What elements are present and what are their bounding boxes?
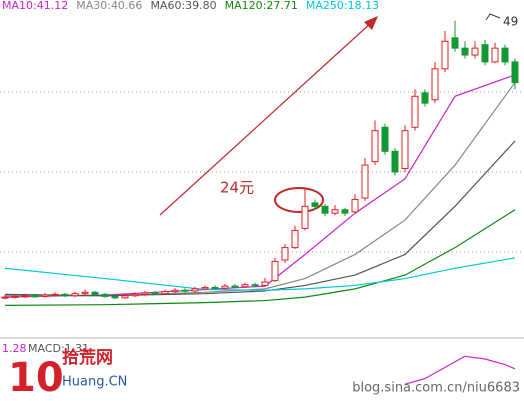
candle-body: [421, 92, 429, 104]
candle-body: [511, 61, 519, 84]
candle-body: [361, 164, 369, 199]
legend-entry: MA30:40.66: [76, 0, 142, 12]
candle-body: [271, 260, 279, 282]
candle-body: [251, 284, 259, 287]
candle-body: [161, 291, 169, 295]
candle-body: [41, 294, 49, 297]
candle-body: [1, 296, 9, 299]
ma-line: [4, 74, 516, 298]
candle-body: [21, 295, 29, 298]
macd-label: MACD:1.31: [28, 342, 89, 355]
candle-body: [471, 47, 479, 56]
candle-body: [121, 295, 129, 299]
candle-body: [411, 95, 419, 128]
candle-body: [291, 229, 299, 249]
candle-body: [211, 286, 219, 289]
candle-body: [451, 37, 459, 49]
candle-body: [351, 198, 359, 213]
candle-body: [231, 285, 239, 288]
candle-body: [501, 47, 509, 63]
site-name: 拾荒网: [62, 347, 113, 368]
candle-body: [201, 286, 209, 290]
candle-body: [171, 289, 179, 293]
candle-body: [371, 130, 379, 163]
macd-line: [404, 355, 516, 385]
candle-body: [181, 289, 189, 292]
candle-body: [441, 40, 449, 70]
candle-body: [401, 130, 409, 169]
candle-body: [101, 293, 109, 297]
trend-arrow: [159, 21, 373, 216]
candle-body: [51, 293, 59, 296]
annotation: 24元: [220, 179, 254, 197]
candle-body: [71, 293, 79, 297]
candle-body: [381, 126, 389, 152]
candle-body: [241, 284, 249, 288]
candle-body: [221, 285, 229, 289]
candle-body: [91, 291, 99, 295]
candle-body: [111, 295, 119, 299]
candle-body: [261, 281, 269, 286]
ma-line: [4, 209, 516, 306]
candle-body: [11, 295, 19, 298]
candle-body: [131, 293, 139, 297]
candle-body: [491, 47, 499, 63]
candle-body: [461, 47, 469, 56]
peak-marker: [485, 13, 501, 21]
candle-body: [331, 209, 339, 214]
legend-entry: MA250:18.13: [306, 0, 379, 12]
logo: 10: [8, 355, 64, 401]
candle-body: [481, 44, 489, 63]
candle-body: [31, 295, 39, 298]
candle-body: [81, 291, 89, 295]
site-domain: Huang.CN: [62, 375, 127, 390]
macd-left-value: 1.28: [2, 342, 27, 355]
peak-label: 49: [503, 15, 518, 29]
candle-body: [431, 68, 439, 101]
candle-body: [151, 292, 159, 295]
candle-body: [281, 247, 289, 261]
candle-body: [191, 288, 199, 292]
candle-body: [301, 205, 309, 229]
candle-body: [141, 292, 149, 295]
blog-url: blog.sina.com.cn/niu6683: [352, 381, 520, 396]
candle-body: [311, 202, 319, 207]
candle-body: [321, 205, 329, 214]
candle-body: [61, 293, 69, 297]
candle-body: [391, 150, 399, 173]
candle-body: [341, 209, 349, 214]
ma-line: [4, 257, 516, 291]
legend-entry: MA60:39.80: [150, 0, 216, 12]
highlight-circle: [274, 187, 324, 213]
arrow-head: [364, 16, 378, 30]
legend-entry: MA120:27.71: [225, 0, 298, 12]
legend-entry: MA10:41.12: [2, 0, 68, 12]
